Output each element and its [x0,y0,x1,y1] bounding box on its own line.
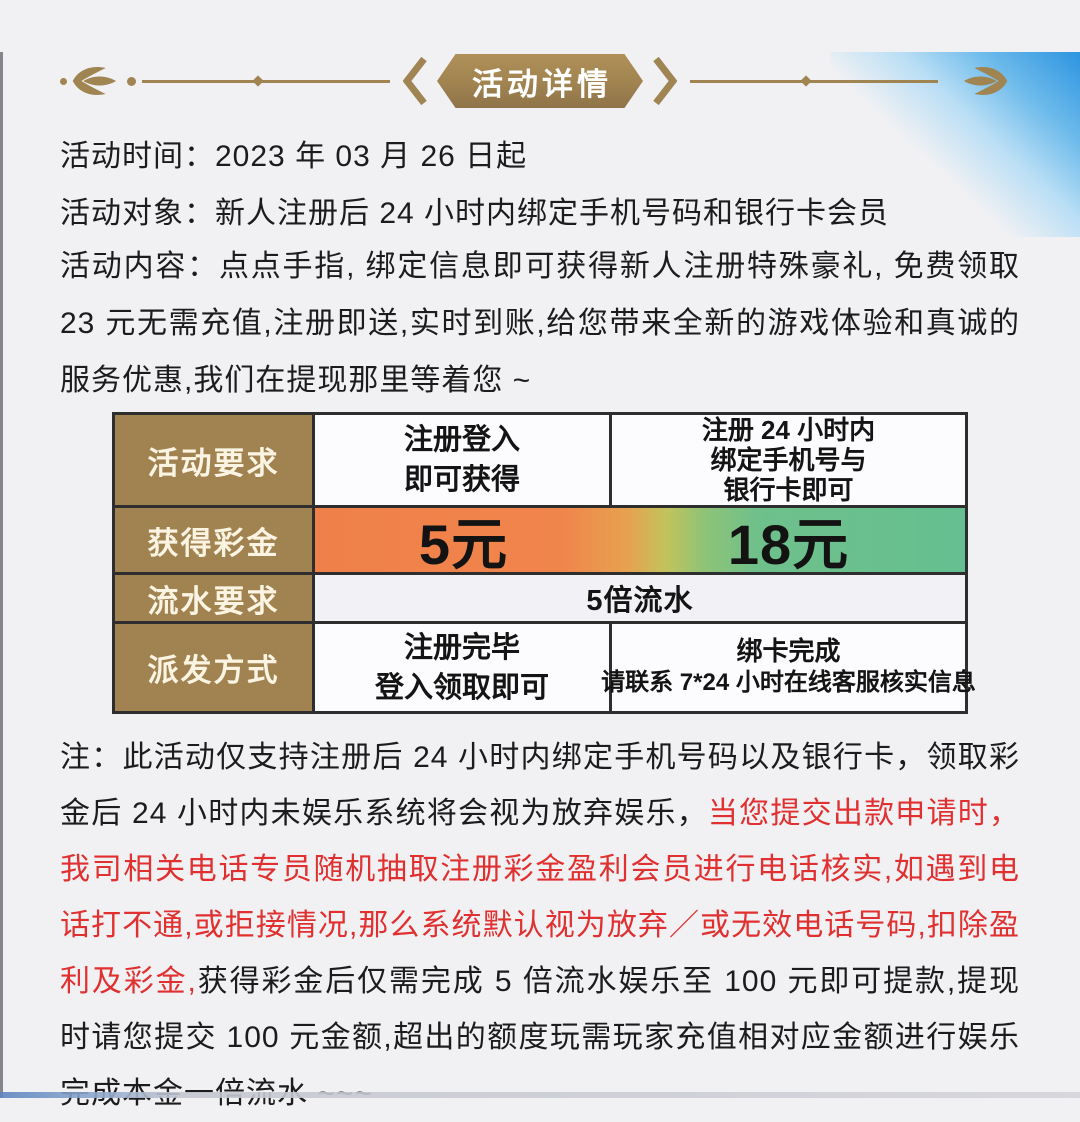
cell-line: 请联系 7*24 小时在线客服核实信息 [601,668,976,696]
bonus-amount-18: 18元 [727,512,850,576]
section-title-badge: 活动详情 [437,54,643,108]
cell-line: 绑卡完成 [736,635,841,666]
cell-bindcard-service: 绑卡完成 请联系 7*24 小时在线客服核实信息 [601,624,976,711]
fleur-right-icon [963,67,1008,95]
chevron-left-icon [403,56,427,106]
cell-bind-requirement: 注册 24 小时内 绑定手机号与 银行卡即可 [612,415,965,505]
activity-time: 活动时间：2023 年 03 月 26 日起 [60,140,528,173]
section-header: 活动详情 [60,52,1020,110]
cell-line: 即可获得 [403,464,520,496]
diamond-icon [251,74,264,87]
cell-register-login: 注册登入 即可获得 [315,415,609,505]
ornament-line [690,74,938,87]
note-part-black: 获得彩金后仅需完成 5 倍流水娱乐至 100 元即可提款,提现时请您提交 100… [60,965,1020,1110]
cell-line: 登入领取即可 [374,671,549,704]
bonus-gradient-cell: 5元 18元 [315,508,965,576]
chevron-right-icon [653,56,677,106]
bonus-amount-5: 5元 [418,512,509,576]
bottom-edge-strip [0,1092,1080,1098]
fleur-left-icon [72,67,117,95]
note-part-black: 注：此活动仅支持注册后 24 小时内绑定手机号码以及银行卡，领取彩金后 24 小… [60,741,1020,830]
activity-content: 活动内容：点点手指, 绑定信息即可获得新人注册特殊豪礼, 免费领取 23 元无需… [60,250,1020,397]
section-title: 活动详情 [472,66,612,102]
cell-line: 注册登入 [403,424,520,456]
ornament-dot-icon [127,76,136,86]
note-text: 注：此活动仅支持注册后 24 小时内绑定手机号码以及银行卡，领取彩金后 24 小… [0,730,1080,1122]
row-label-turnover: 流水要求 [115,575,312,621]
promo-table: 活动要求 注册登入 即可获得 注册 24 小时内 绑定手机号与 银行卡即可 获得… [112,412,976,714]
activity-target: 活动对象：新人注册后 24 小时内绑定手机号码和银行卡会员 [60,197,890,230]
cell-line: 绑定手机号与 [710,445,867,475]
diamond-icon [799,74,812,87]
ornament-dot-icon [944,76,953,86]
left-edge-line [0,52,3,1098]
note-part-red: 当您提交出款申请时，我司相关电话专员随机抽取注册彩金盈利会员进行电话核实,如遇到… [60,797,1020,998]
row-label-distribution: 派发方式 [115,624,312,711]
cell-line: 注册 24 小时内 [701,415,876,445]
row-label-requirement: 活动要求 [115,415,312,505]
turnover-cell: 5倍流水 [315,575,965,621]
ornament-dot-icon [1013,77,1020,85]
cell-line: 银行卡即可 [723,475,854,505]
row-label-bonus: 获得彩金 [115,508,312,572]
ornament-line [142,74,390,87]
cell-register-claim: 注册完毕 登入领取即可 [315,624,609,711]
ornament-dot-icon [60,77,67,85]
cell-line: 注册完毕 [403,631,520,664]
